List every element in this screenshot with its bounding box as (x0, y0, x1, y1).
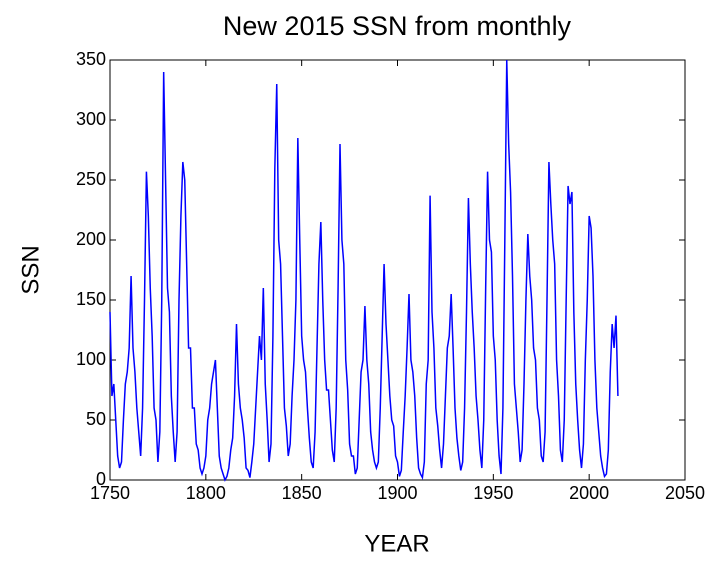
series-line (109, 59, 619, 482)
x-axis-label: YEAR (364, 530, 429, 557)
x-tick-label: 2000 (569, 483, 609, 503)
x-tick-label: 1900 (377, 483, 417, 503)
y-axis-label: SSN (17, 245, 44, 294)
y-tick-label: 0 (96, 469, 106, 489)
chart-title: New 2015 SSN from monthly (223, 11, 572, 41)
y-tick-label: 250 (76, 169, 106, 189)
x-tick-label: 1800 (186, 483, 226, 503)
y-tick-label: 50 (86, 409, 106, 429)
x-tick-label: 2050 (665, 483, 705, 503)
x-tick-label: 1950 (473, 483, 513, 503)
y-tick-label: 150 (76, 289, 106, 309)
y-tick-label: 100 (76, 349, 106, 369)
y-tick-label: 200 (76, 229, 106, 249)
x-tick-label: 1850 (282, 483, 322, 503)
y-tick-label: 350 (76, 49, 106, 69)
plot-frame (109, 59, 686, 481)
x-tick-label: 1750 (90, 483, 130, 503)
y-tick-label: 300 (76, 109, 106, 129)
